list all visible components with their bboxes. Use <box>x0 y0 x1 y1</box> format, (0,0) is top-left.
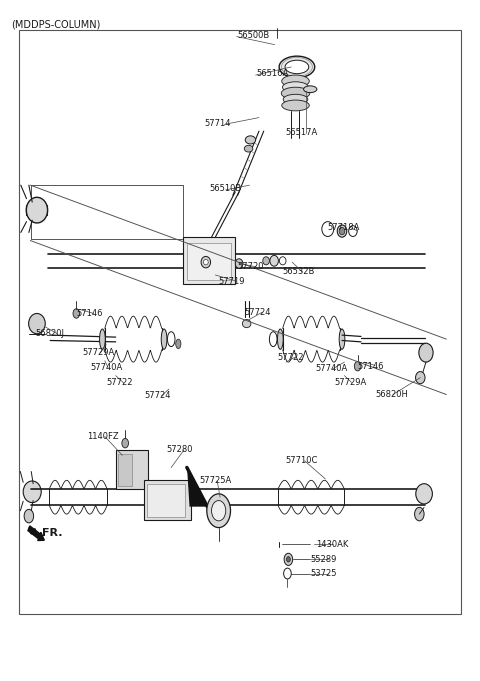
Ellipse shape <box>201 257 211 268</box>
Circle shape <box>24 509 34 523</box>
Ellipse shape <box>283 94 308 104</box>
Ellipse shape <box>339 227 345 235</box>
Polygon shape <box>188 469 207 506</box>
Ellipse shape <box>322 221 334 236</box>
Text: 56820H: 56820H <box>375 390 408 399</box>
Ellipse shape <box>29 313 45 334</box>
Ellipse shape <box>282 75 309 87</box>
Ellipse shape <box>176 339 181 349</box>
Text: 57718A: 57718A <box>328 223 360 232</box>
Text: FR.: FR. <box>42 528 62 538</box>
Ellipse shape <box>235 259 243 268</box>
Text: 57714: 57714 <box>204 118 231 127</box>
Circle shape <box>354 362 361 371</box>
FancyArrow shape <box>28 526 44 541</box>
Ellipse shape <box>23 481 41 503</box>
Text: 57724: 57724 <box>144 392 171 400</box>
Text: 57146: 57146 <box>358 362 384 370</box>
Circle shape <box>415 507 424 521</box>
Text: 57740A: 57740A <box>315 364 347 373</box>
Text: 57725A: 57725A <box>200 477 232 486</box>
Text: 1430AK: 1430AK <box>316 540 348 549</box>
Ellipse shape <box>161 329 167 349</box>
Bar <box>116 450 148 489</box>
Ellipse shape <box>339 329 345 349</box>
Circle shape <box>122 439 129 448</box>
Text: 57729A: 57729A <box>83 348 115 357</box>
Text: 55289: 55289 <box>310 555 336 564</box>
Text: 57146: 57146 <box>76 309 103 318</box>
Bar <box>144 479 191 520</box>
Text: 57729A: 57729A <box>334 378 366 387</box>
Text: 1140FZ: 1140FZ <box>87 432 119 441</box>
Ellipse shape <box>277 329 283 349</box>
Circle shape <box>284 568 291 579</box>
Text: 56532B: 56532B <box>283 267 315 276</box>
Text: 57719: 57719 <box>219 276 245 285</box>
Ellipse shape <box>244 145 253 152</box>
Bar <box>187 242 230 280</box>
Ellipse shape <box>303 86 317 93</box>
Text: 56510B: 56510B <box>209 184 241 193</box>
Ellipse shape <box>282 82 309 93</box>
Ellipse shape <box>270 255 278 266</box>
Text: 57720: 57720 <box>238 262 264 271</box>
Ellipse shape <box>242 319 251 328</box>
Ellipse shape <box>99 329 105 349</box>
Ellipse shape <box>348 225 357 236</box>
Ellipse shape <box>279 56 315 78</box>
Ellipse shape <box>26 197 48 223</box>
Text: 57710C: 57710C <box>285 456 317 465</box>
Ellipse shape <box>263 257 269 265</box>
Ellipse shape <box>419 343 433 362</box>
Text: 53725: 53725 <box>310 569 336 578</box>
Text: 57722: 57722 <box>106 378 132 387</box>
Circle shape <box>212 501 226 521</box>
Ellipse shape <box>168 332 175 347</box>
Text: 57740A: 57740A <box>91 363 123 372</box>
Text: 57280: 57280 <box>167 445 193 454</box>
Ellipse shape <box>204 259 208 265</box>
Ellipse shape <box>285 60 309 74</box>
Bar <box>147 484 185 518</box>
Circle shape <box>284 553 293 565</box>
Text: 56517A: 56517A <box>285 128 317 137</box>
Circle shape <box>73 308 80 318</box>
Text: 56500B: 56500B <box>238 31 270 39</box>
Text: 56516A: 56516A <box>257 69 289 78</box>
Ellipse shape <box>416 484 432 504</box>
Text: (MDDPS-COLUMN): (MDDPS-COLUMN) <box>12 19 101 29</box>
Ellipse shape <box>269 332 277 347</box>
Ellipse shape <box>281 87 310 99</box>
Ellipse shape <box>279 257 286 265</box>
Ellipse shape <box>245 136 256 144</box>
Ellipse shape <box>282 100 309 111</box>
Bar <box>118 454 132 486</box>
Bar <box>19 30 461 614</box>
Circle shape <box>287 556 290 562</box>
Circle shape <box>207 494 230 528</box>
Text: 57724: 57724 <box>245 308 271 317</box>
Ellipse shape <box>416 372 425 383</box>
Text: 57722: 57722 <box>277 353 303 362</box>
Bar <box>183 237 235 285</box>
FancyArrow shape <box>275 541 282 548</box>
Ellipse shape <box>337 225 347 237</box>
Text: 56820J: 56820J <box>35 329 64 338</box>
